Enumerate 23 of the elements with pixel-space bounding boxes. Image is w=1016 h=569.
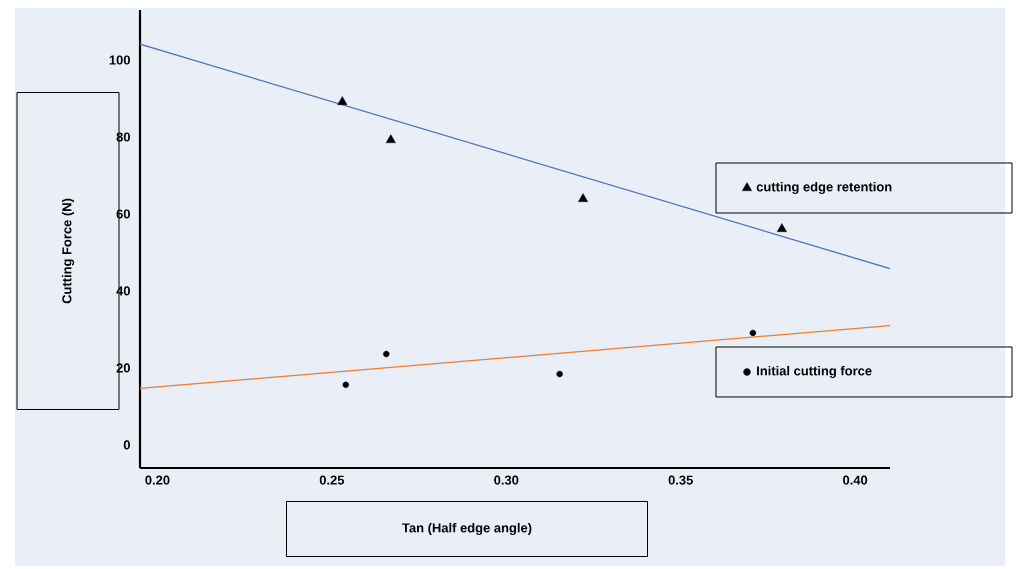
x-tick-label: 0.40 <box>843 475 868 485</box>
point <box>578 193 588 202</box>
x-tick-label: 0.25 <box>319 475 345 485</box>
y-tick-label: 40 <box>116 286 130 296</box>
legend-label: Initial cutting force <box>757 365 872 379</box>
point <box>383 350 390 358</box>
y-tick-label: 60 <box>116 209 130 219</box>
x-tick-label: 0.20 <box>145 475 170 485</box>
point <box>776 223 787 232</box>
point <box>385 134 396 144</box>
y-tick-label: 80 <box>116 132 130 142</box>
point <box>337 96 348 105</box>
y-tick-label: 0 <box>123 440 130 450</box>
x-tick-label: 0.30 <box>494 475 519 485</box>
y-tick-label: 20 <box>116 363 130 373</box>
x-tick-label: 0.35 <box>668 475 693 485</box>
point <box>556 370 563 378</box>
legend-label: cutting edge retention <box>756 181 892 195</box>
y-axis-title: Cutting Force (N) <box>61 198 75 304</box>
y-tick-label: 100 <box>109 55 130 65</box>
x-axis-title: Tan (Half edge angle) <box>402 522 532 536</box>
point <box>749 329 757 337</box>
point <box>342 381 350 389</box>
